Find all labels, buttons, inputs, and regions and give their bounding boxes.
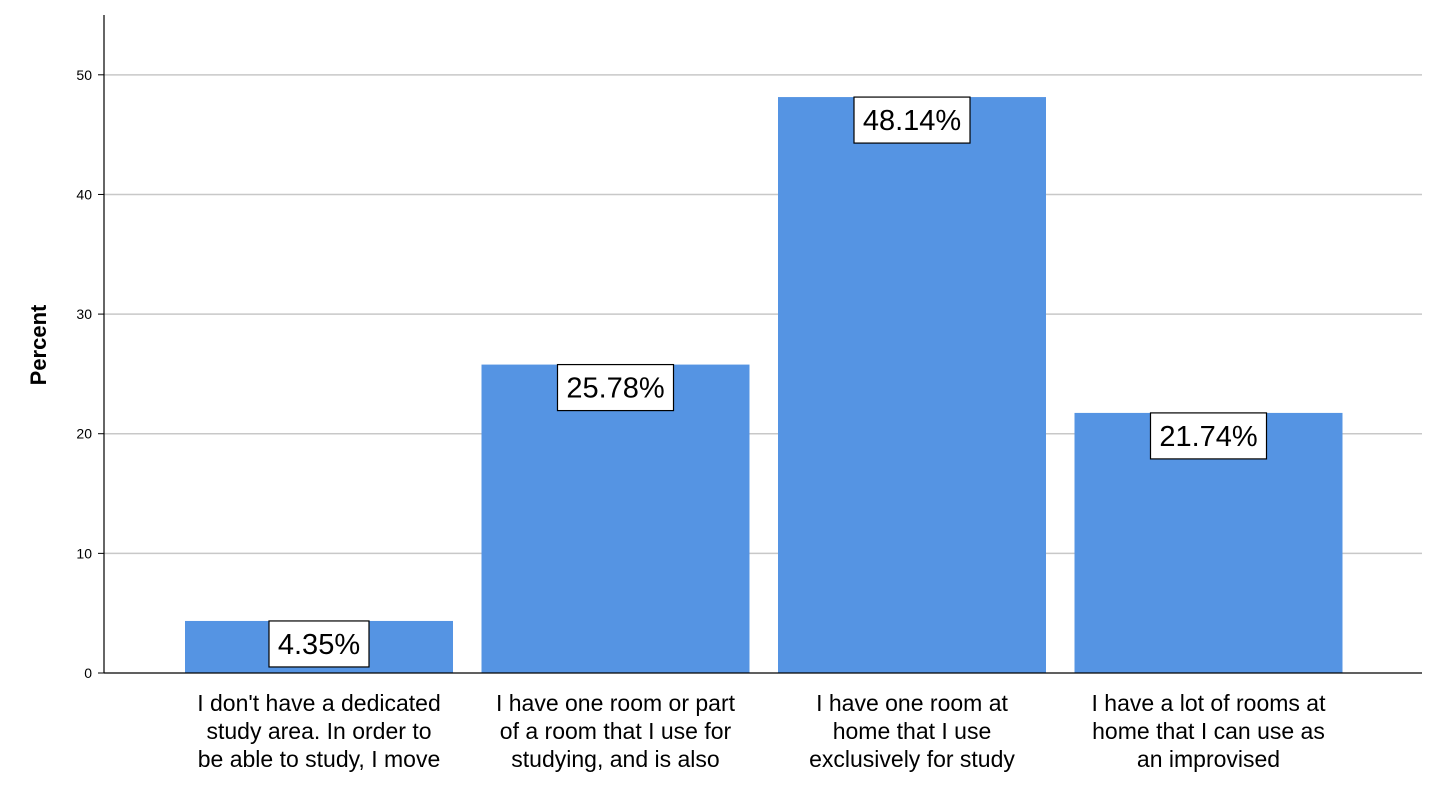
x-category-label: I have one room at	[816, 690, 1008, 716]
x-category-label: an improvised	[1137, 746, 1280, 772]
x-category-label: home that I use	[833, 718, 992, 744]
x-category-label: of a room that I use for	[500, 718, 732, 744]
x-category-label: be able to study, I move	[198, 746, 441, 772]
y-axis-label: Percent	[26, 304, 51, 385]
x-category-label: home that I can use as	[1092, 718, 1325, 744]
x-category-label: studying, and is also	[511, 746, 719, 772]
x-category-label: I have one room or part	[496, 690, 736, 716]
value-label: 25.78%	[566, 373, 664, 405]
bars	[185, 97, 1343, 673]
value-label: 21.74%	[1159, 421, 1257, 453]
y-tick-label: 50	[76, 67, 92, 83]
bar	[481, 364, 750, 673]
y-tick-labels: 0 10 20 30 40 50	[76, 67, 92, 681]
value-label-box	[1149, 412, 1268, 460]
value-labels: 4.35% 25.78% 48.14% 21.74%	[268, 96, 1268, 668]
value-label-box	[268, 620, 370, 668]
x-category-label: I have a lot of rooms at	[1092, 690, 1327, 716]
x-category-label: I don't have a dedicated	[197, 690, 441, 716]
bar	[778, 97, 1046, 673]
y-tick-label: 10	[76, 545, 92, 561]
y-tick-label: 0	[84, 665, 92, 681]
value-label-box	[556, 363, 675, 412]
x-category-label: study area. In order to	[206, 718, 431, 744]
value-label-box	[853, 96, 971, 144]
value-label: 4.35%	[278, 629, 360, 661]
y-tick-label: 30	[76, 306, 92, 322]
x-category-label: exclusively for study	[809, 746, 1015, 772]
y-tick-label: 20	[76, 426, 92, 442]
axes	[103, 15, 1422, 674]
value-label: 48.14%	[863, 105, 961, 137]
y-tick-label: 40	[76, 186, 92, 202]
